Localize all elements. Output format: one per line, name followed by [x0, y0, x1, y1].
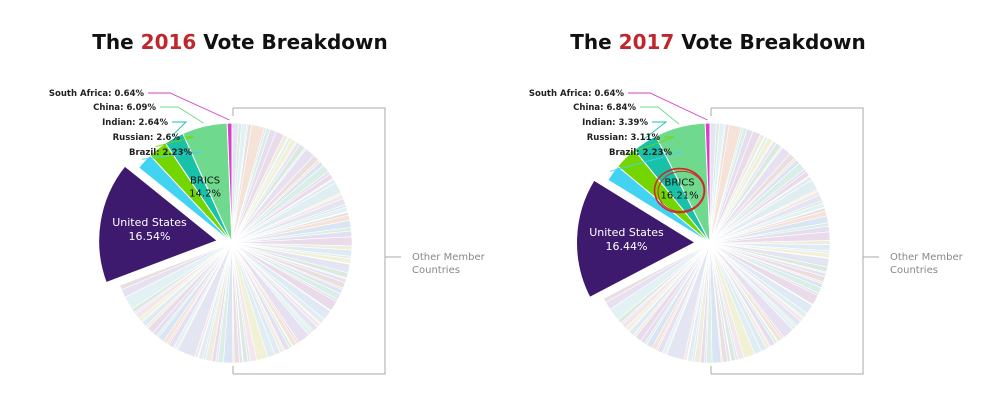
- leader-line-china: [640, 106, 680, 125]
- leader-line-indian: [642, 121, 668, 141]
- slice-south-africa: [704, 122, 711, 244]
- label-russian: Russian: 2.6%: [113, 133, 181, 143]
- label-other-members-line2: Countries: [412, 265, 460, 276]
- slice-south-africa: [226, 122, 233, 244]
- label-united-states-value: 16.54%: [128, 230, 170, 243]
- slice-brazil: [607, 165, 711, 244]
- leader-line-indian: [172, 121, 188, 136]
- slice-united-states: [575, 178, 699, 300]
- label-south-africa: South Africa: 0.64%: [49, 89, 145, 99]
- other-members-bracket: [233, 107, 386, 375]
- label-brics-group: BRICS: [190, 176, 220, 187]
- chart-title-2016: The 2016 Vote Breakdown: [92, 30, 388, 54]
- slice-united-states: [97, 164, 221, 285]
- label-united-states: United States: [112, 216, 187, 229]
- leader-line-brazil: [141, 151, 203, 160]
- label-china: China: 6.09%: [93, 103, 156, 113]
- label-china: China: 6.84%: [573, 103, 636, 113]
- title-year-2016: 2016: [140, 30, 197, 54]
- label-brazil: Brazil: 2.23%: [609, 148, 673, 158]
- leader-line-russian: [623, 136, 675, 157]
- label-other-members-line1: Other Member: [412, 252, 486, 263]
- leader-line-brazil: [609, 151, 683, 172]
- leader-line-south-africa: [628, 92, 708, 121]
- label-south-africa: South Africa: 0.64%: [529, 89, 625, 99]
- label-united-states: United States: [589, 226, 664, 239]
- label-indian: Indian: 3.39%: [582, 118, 648, 128]
- other-member-slice: [119, 242, 233, 291]
- label-brics-value: 16.21%: [661, 191, 699, 202]
- chart-title-2017: The 2017 Vote Breakdown: [570, 30, 866, 54]
- other-member-slices: [603, 122, 831, 364]
- title-year-2017: 2017: [618, 30, 675, 54]
- leader-line-russian: [155, 136, 195, 148]
- label-brics-value: 14.2%: [189, 189, 221, 200]
- leader-line-south-africa: [148, 92, 230, 121]
- brics-highlight-circle-inner: [657, 170, 705, 212]
- label-indian: Indian: 2.64%: [102, 118, 168, 128]
- other-member-slice: [603, 242, 711, 303]
- slice-brazil: [137, 154, 233, 244]
- label-other-members-line2: Countries: [890, 265, 938, 276]
- label-russian: Russian: 3.11%: [587, 133, 661, 143]
- slice-united-states-group: [97, 164, 221, 285]
- label-brics-group: BRICS: [665, 178, 695, 189]
- other-member-slices: [119, 122, 353, 364]
- label-brazil: Brazil: 2.23%: [129, 148, 193, 158]
- slice-united-states-group: [575, 178, 699, 300]
- brics-highlight-circle: [653, 167, 706, 214]
- label-other-members-line1: Other Member: [890, 252, 964, 263]
- label-united-states-value: 16.44%: [605, 240, 647, 253]
- leader-line-china: [160, 106, 205, 124]
- other-members-bracket: [711, 107, 864, 375]
